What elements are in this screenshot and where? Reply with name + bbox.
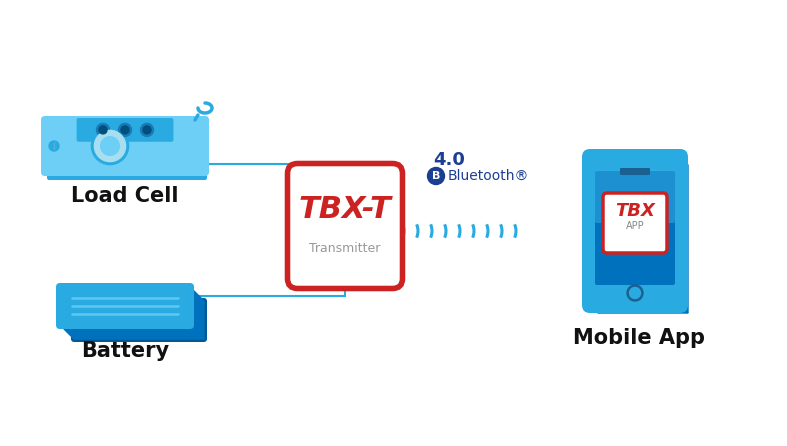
Circle shape <box>627 285 643 301</box>
Polygon shape <box>190 287 204 339</box>
FancyBboxPatch shape <box>595 171 675 285</box>
Polygon shape <box>680 157 688 313</box>
FancyBboxPatch shape <box>76 118 173 142</box>
Text: B: B <box>432 171 440 181</box>
Text: Load Cell: Load Cell <box>72 186 179 206</box>
Circle shape <box>630 288 641 298</box>
FancyBboxPatch shape <box>603 193 667 253</box>
Text: TBX: TBX <box>615 202 655 220</box>
Circle shape <box>49 141 59 151</box>
Circle shape <box>94 130 126 161</box>
Circle shape <box>99 126 107 134</box>
Circle shape <box>141 124 153 136</box>
Circle shape <box>91 128 128 165</box>
FancyBboxPatch shape <box>41 116 209 176</box>
Circle shape <box>121 126 129 134</box>
Circle shape <box>97 124 109 136</box>
Circle shape <box>101 136 120 155</box>
FancyBboxPatch shape <box>582 149 688 313</box>
Circle shape <box>143 126 151 134</box>
Text: TBX-T: TBX-T <box>298 195 391 224</box>
Text: 4.0: 4.0 <box>433 151 465 169</box>
Text: APP: APP <box>626 221 645 231</box>
Text: Bluetooth®: Bluetooth® <box>448 169 530 183</box>
Circle shape <box>119 124 131 136</box>
FancyBboxPatch shape <box>47 161 207 180</box>
FancyBboxPatch shape <box>595 170 675 223</box>
FancyBboxPatch shape <box>620 168 650 175</box>
Text: Transmitter: Transmitter <box>309 241 381 255</box>
FancyBboxPatch shape <box>287 164 402 289</box>
Polygon shape <box>60 325 204 339</box>
FancyBboxPatch shape <box>56 283 194 329</box>
Polygon shape <box>590 305 688 313</box>
Circle shape <box>427 168 445 185</box>
Text: Mobile App: Mobile App <box>573 328 705 348</box>
Text: Battery: Battery <box>81 341 169 361</box>
FancyBboxPatch shape <box>71 298 207 342</box>
